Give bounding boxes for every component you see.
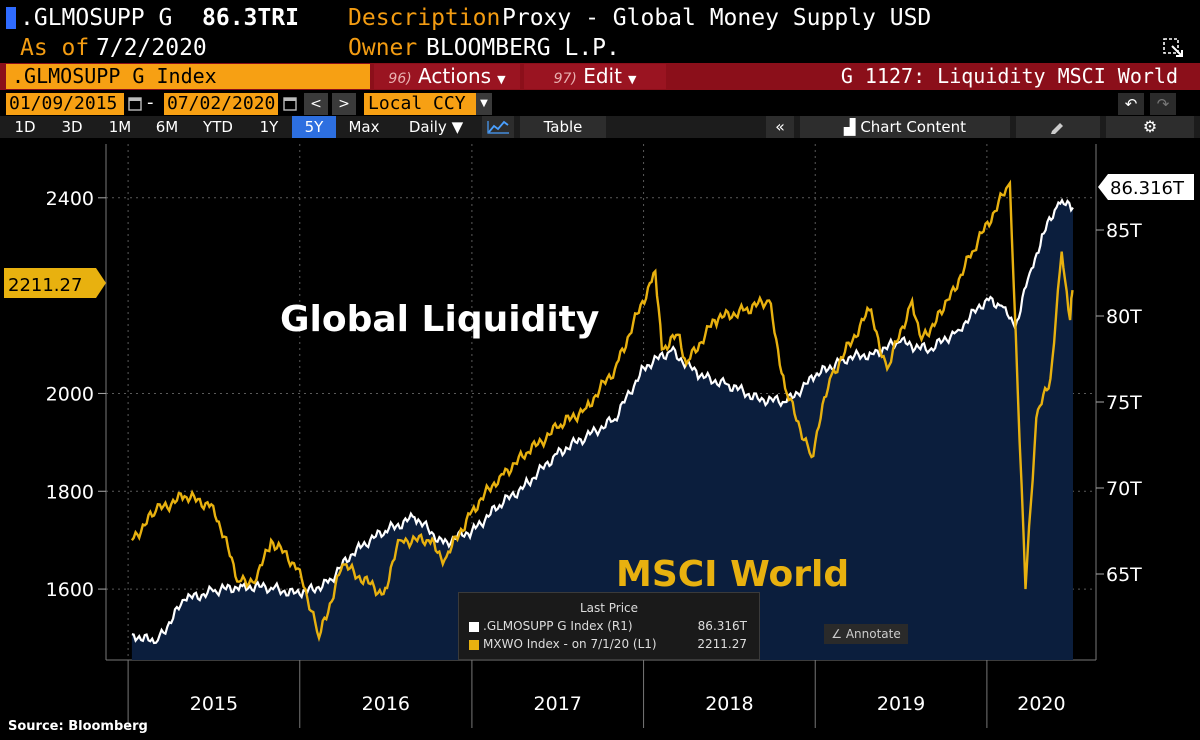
range-max[interactable]: Max: [348, 118, 380, 136]
left-axis-ticks: 1600 1800 2000 2400: [46, 188, 106, 601]
right-last-value-tag: 86.316T: [1098, 174, 1194, 200]
legend-series-name: MXWO Index - on 7/1/20 (L1): [483, 637, 657, 651]
legend-swatch: [469, 622, 479, 632]
global-liquidity-label: Global Liquidity: [280, 299, 599, 340]
liquidity-area: [131, 200, 1073, 661]
range-1m[interactable]: 1M: [108, 118, 132, 136]
msci-world-line: [130, 179, 1074, 643]
right-tick-label: 70T: [1106, 478, 1142, 500]
x-tick-label: 2018: [705, 693, 753, 715]
expand-icon[interactable]: [1162, 36, 1186, 60]
period-select[interactable]: Daily ▼: [394, 116, 478, 138]
legend-series-value: 86.316T: [697, 619, 747, 633]
chart-content-button[interactable]: ▟ Chart Content: [800, 116, 1010, 138]
date-separator: -: [147, 92, 154, 113]
legend-swatch: [469, 640, 479, 650]
x-axis-labels: 2015 2016 2017 2018 2019 2020: [190, 693, 1066, 715]
actions-label: Actions: [418, 64, 492, 88]
line-chart-icon[interactable]: [482, 116, 514, 138]
right-tick-label: 75T: [1106, 392, 1142, 414]
actions-number: 96): [388, 71, 412, 87]
edit-number: 97): [553, 71, 577, 87]
legend-row-msci: MXWO Index - on 7/1/20 (L1) 2211.27: [469, 637, 753, 653]
pencil-icon: ∠: [831, 627, 842, 641]
range-6m[interactable]: 6M: [155, 118, 179, 136]
liquidity-line: [131, 197, 1074, 645]
graph-title: G 1127: Liquidity MSCI World: [840, 64, 1178, 88]
calendar-icon[interactable]: [128, 95, 142, 111]
right-axis-ticks: 65T 70T 75T 80T 85T: [1096, 220, 1142, 586]
chevron-down-icon: ▼: [497, 73, 506, 86]
source-note: Source: Bloomberg: [8, 719, 148, 734]
chart-content-label: Chart Content: [860, 118, 966, 136]
msci-world-label: MSCI World: [616, 554, 849, 595]
security-field[interactable]: .GLMOSUPP G Index: [6, 64, 370, 89]
description-label: Description: [348, 5, 501, 31]
edit-button[interactable]: 97) Edit ▼: [524, 64, 666, 89]
right-last-value: 86.316T: [1110, 178, 1185, 199]
collapse-icon[interactable]: «: [766, 116, 794, 138]
annotate-label: Annotate: [845, 627, 901, 641]
right-tick-label: 80T: [1106, 306, 1142, 328]
gear-icon[interactable]: ⚙: [1106, 116, 1194, 138]
left-last-value-tag: 2211.27: [4, 268, 106, 298]
range-ytd[interactable]: YTD: [203, 118, 233, 136]
range-3d[interactable]: 3D: [61, 118, 83, 136]
ticker-marker: [6, 7, 16, 29]
end-date-field[interactable]: 07/02/2020: [164, 93, 278, 115]
owner-label: Owner: [348, 35, 418, 61]
calendar-icon[interactable]: [283, 95, 297, 111]
x-tick-label: 2020: [1017, 693, 1065, 715]
bar-chart-icon: ▟: [844, 118, 856, 136]
range-5y[interactable]: 5Y: [292, 116, 336, 138]
last-value: 86.3TRI: [202, 5, 299, 31]
annotate-button[interactable]: ∠ Annotate: [824, 624, 908, 644]
chart-legend: Last Price .GLMOSUPP G Index (R1) 86.316…: [458, 592, 760, 660]
prev-period-button[interactable]: <: [304, 93, 328, 115]
legend-row-liquidity: .GLMOSUPP G Index (R1) 86.316T: [469, 619, 753, 635]
actions-button[interactable]: 96) Actions ▼: [374, 64, 520, 89]
x-tick-label: 2019: [877, 693, 925, 715]
edit-label: Edit: [583, 64, 622, 88]
chevron-down-icon: ▼: [451, 118, 464, 136]
x-tick-label: 2016: [362, 693, 410, 715]
description-value: Proxy - Global Money Supply USD: [502, 5, 932, 31]
right-tick-label: 65T: [1106, 564, 1142, 586]
legend-series-value: 2211.27: [697, 637, 747, 651]
next-period-button[interactable]: >: [332, 93, 356, 115]
right-tick-label: 85T: [1106, 220, 1142, 242]
start-date-field[interactable]: 01/09/2015: [6, 93, 124, 115]
range-1d[interactable]: 1D: [14, 118, 36, 136]
left-tick-label: 1600: [46, 579, 94, 601]
as-of-label: As of: [20, 35, 90, 61]
left-tick-label: 2000: [46, 383, 94, 405]
as-of-value: 7/2/2020: [96, 35, 207, 61]
owner-value: BLOOMBERG L.P.: [426, 35, 620, 61]
ticker-symbol[interactable]: .GLMOSUPP G: [20, 5, 173, 31]
chevron-down-icon[interactable]: ▼: [476, 93, 492, 115]
redo-button[interactable]: ↷: [1150, 93, 1176, 115]
x-tick-label: 2015: [190, 693, 238, 715]
left-tick-label: 1800: [46, 481, 94, 503]
chevron-down-icon: ▼: [627, 73, 637, 86]
currency-select[interactable]: Local CCY: [364, 93, 476, 115]
range-1y[interactable]: 1Y: [259, 118, 279, 136]
x-tick-label: 2017: [534, 693, 582, 715]
period-label: Daily: [408, 118, 447, 136]
pencil-icon[interactable]: [1016, 116, 1100, 138]
undo-button[interactable]: ↶: [1118, 93, 1144, 115]
legend-title: Last Price: [579, 601, 639, 615]
legend-series-name: .GLMOSUPP G Index (R1): [483, 619, 633, 633]
left-tick-label: 2400: [46, 188, 94, 210]
left-last-value: 2211.27: [8, 275, 82, 296]
table-button[interactable]: Table: [520, 116, 606, 138]
